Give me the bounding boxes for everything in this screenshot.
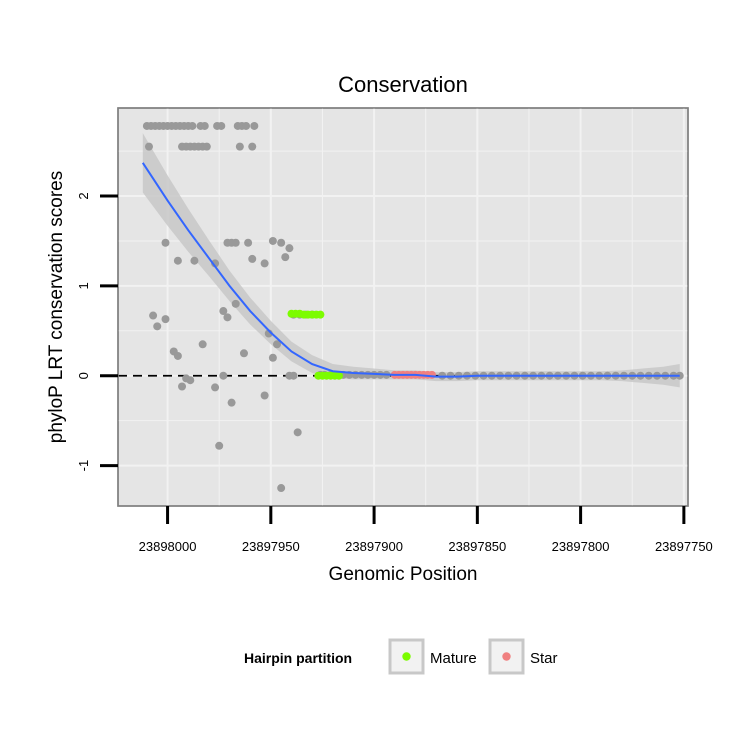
point-other-56 [268, 353, 277, 362]
y-tick-label-1: 0 [76, 372, 91, 379]
point-other-37 [285, 244, 294, 253]
point-other-61 [182, 374, 191, 383]
point-other-44 [231, 299, 240, 308]
point-other-39 [190, 256, 199, 265]
point-other-59 [219, 371, 228, 380]
y-tick-label-0: -1 [76, 460, 91, 472]
point-other-33 [231, 238, 240, 247]
x-tick-label-0: 23898000 [139, 539, 197, 554]
x-axis: 23898000 23897950 23897900 23897850 23897800… [139, 506, 713, 554]
point-other-11 [188, 121, 197, 130]
y-axis-title: phyloP LRT conservation scores [46, 171, 67, 444]
x-tick-label-3: 23897850 [448, 539, 506, 554]
point-other-64 [227, 398, 236, 407]
point-other-35 [268, 236, 277, 245]
y-tick-label-2: 1 [76, 282, 91, 289]
point-other-29 [248, 142, 257, 151]
legend-label-star: Star [530, 650, 558, 667]
smooth-line-group [141, 162, 680, 378]
point-other-19 [250, 121, 259, 130]
legend-title: Hairpin partition [244, 650, 352, 666]
point-mature-13 [334, 371, 343, 380]
point-other-40 [211, 259, 220, 268]
point-star-9 [427, 370, 436, 379]
x-tick-label-2: 23897900 [345, 539, 403, 554]
point-other-52 [273, 340, 282, 349]
y-axis: -1 0 1 2 [76, 192, 118, 471]
loess-smooth-line [141, 162, 680, 378]
x-tick-label-4: 23897800 [552, 539, 610, 554]
point-other-13 [200, 121, 209, 130]
point-other-43 [281, 253, 290, 262]
point-other-54 [173, 351, 182, 360]
legend-label-mature: Mature [430, 650, 477, 667]
point-other-41 [248, 254, 257, 263]
legend: Hairpin partition Mature Star [244, 638, 558, 675]
point-other-63 [211, 383, 220, 392]
point-other-46 [223, 313, 232, 322]
point-other-62 [178, 382, 187, 391]
point-other-68 [277, 484, 286, 493]
plot-border [117, 107, 689, 507]
point-other-20 [144, 142, 153, 151]
point-other-49 [153, 322, 162, 331]
x-axis-title: Genomic Position [329, 564, 478, 585]
point-other-30 [161, 238, 170, 247]
point-mature-7 [316, 310, 325, 319]
point-other-67 [215, 441, 224, 450]
legend-swatch-mature [402, 652, 411, 661]
point-other-45 [219, 307, 228, 316]
point-other-28 [235, 142, 244, 151]
y-tick-label-3: 2 [76, 192, 91, 199]
point-other-65 [260, 391, 269, 400]
point-other-66 [293, 428, 302, 437]
point-other-47 [149, 311, 158, 320]
point-other-34 [244, 238, 253, 247]
point-other-18 [242, 121, 251, 130]
x-tick-label-1: 23897950 [242, 539, 300, 554]
point-other-55 [239, 349, 248, 358]
plot-background [117, 107, 689, 507]
legend-swatch-star [502, 652, 511, 661]
x-tick-label-5: 23897750 [655, 539, 713, 554]
point-other-15 [217, 121, 226, 130]
point-other-36 [277, 238, 286, 247]
point-other-48 [161, 315, 170, 324]
point-other-38 [173, 256, 182, 265]
point-other-58 [289, 371, 298, 380]
point-other-42 [260, 259, 269, 268]
point-other-51 [198, 340, 207, 349]
chart-title: Conservation [338, 72, 468, 97]
point-other-27 [202, 142, 211, 151]
